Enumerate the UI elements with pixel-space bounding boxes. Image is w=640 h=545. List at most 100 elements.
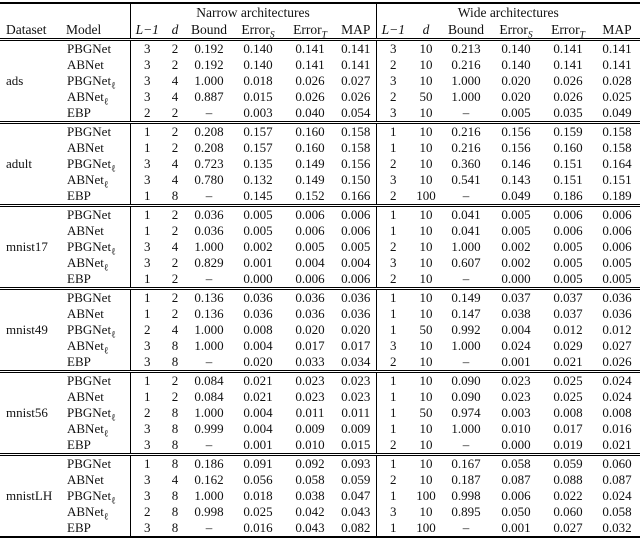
- value-cell: 1.000: [194, 405, 224, 420]
- value-cell: 0.016: [602, 421, 632, 436]
- value-cell: 8: [171, 437, 179, 452]
- value-cell: 10: [419, 472, 433, 487]
- value-cell: 0.780: [194, 172, 224, 187]
- value-cell: 0.158: [602, 124, 632, 139]
- value-cell: 0.036: [602, 306, 632, 321]
- value-cell: 10: [419, 255, 433, 270]
- value-cell: 8: [171, 520, 179, 535]
- value-cell: 0.607: [451, 255, 481, 270]
- table-row: EBP 1 2–0.000 0.006 0.006 2 10–0.000 0.005 0.005: [0, 271, 640, 289]
- value-cell: 0.001: [501, 520, 531, 535]
- column-header-error-t: ErrorT: [551, 22, 585, 40]
- value-cell: 1: [129, 389, 164, 405]
- value-cell: 1.000: [194, 322, 224, 337]
- table-row: ABNetℓ 3 8 1.000 0.004 0.017 0.017 3 10 1.000 0.02…: [0, 338, 640, 354]
- column-header-model: Model: [66, 22, 102, 37]
- dataset-section-mnist49: mnist49 PBGNet 1 2 0.136 0.036 0.036 0.036 1 10 0.…: [0, 288, 640, 372]
- model-label: PBGNet: [67, 456, 112, 471]
- value-cell: 0.136: [194, 306, 224, 321]
- model-label: ABNet: [67, 57, 104, 72]
- value-cell: 0.132: [243, 172, 273, 187]
- value-cell: 0.024: [602, 373, 632, 388]
- value-cell: 0.141: [341, 57, 371, 72]
- column-header-error-s: ErrorS: [499, 22, 533, 40]
- value-cell: 0.049: [602, 105, 632, 120]
- value-cell: 0.002: [501, 239, 531, 254]
- value-cell: 0.166: [341, 188, 371, 203]
- value-cell: 0.090: [451, 389, 481, 404]
- model-label: ABNet: [67, 223, 104, 238]
- dataset-label: mnist49: [6, 322, 48, 337]
- value-cell: 0.017: [295, 338, 325, 353]
- model-subscript: ℓ: [103, 180, 109, 188]
- column-header-dataset: Dataset: [6, 22, 47, 37]
- value-cell: –: [462, 188, 470, 203]
- value-cell: 1: [129, 306, 164, 322]
- value-cell: 0.189: [602, 188, 632, 203]
- value-cell: 0.017: [553, 421, 583, 436]
- value-cell: 0.020: [295, 322, 325, 337]
- value-cell: 0.151: [553, 172, 583, 187]
- value-cell: 0.038: [295, 488, 325, 503]
- value-cell: 0.160: [553, 140, 583, 155]
- table-row: adult PBGNet 1 2 0.208 0.157 0.160 0.158 1 10 0.21…: [0, 122, 640, 171]
- value-cell: 0.360: [451, 156, 481, 171]
- value-cell: 0.021: [243, 373, 273, 388]
- value-cell: 0.162: [194, 472, 224, 487]
- value-cell: 0.005: [602, 255, 632, 270]
- model-label: ABNet: [67, 140, 104, 155]
- table-row: ABNetℓ 2 8 0.998 0.025 0.042 0.043 3 10 0.895 0.05…: [0, 504, 640, 520]
- spacer-cell: [0, 3, 60, 21]
- value-cell: 0.026: [553, 73, 583, 88]
- dataset-section-mnist56: mnist56 PBGNet 1 2 0.084 0.021 0.023 0.023 1 10 0.…: [0, 371, 640, 455]
- table-row: EBP 3 8 – 0.001 0.010 0.015 2 10 – 0.000 0.019 0.021: [0, 437, 640, 455]
- table-row: mnist56 PBGNet 1 2 0.084 0.021 0.023 0.023 1 10 0.…: [0, 371, 640, 420]
- model-label: PBGNet: [67, 373, 112, 388]
- value-cell: 0.164: [602, 156, 632, 171]
- value-cell: 10: [419, 105, 433, 120]
- value-cell: 0.005: [243, 223, 273, 238]
- model-label: EBP: [67, 105, 91, 120]
- value-cell: 0.018: [243, 488, 273, 503]
- value-cell: 0.141: [553, 41, 583, 56]
- model-subscript: ℓ: [103, 97, 109, 105]
- value-cell: 0.027: [602, 338, 632, 353]
- value-cell: 10: [419, 223, 433, 238]
- value-cell: 0.036: [341, 306, 371, 321]
- value-cell: 0.019: [553, 437, 583, 452]
- value-cell: 2: [129, 322, 164, 338]
- value-cell: –: [205, 188, 213, 203]
- value-cell: 0.088: [553, 472, 583, 487]
- value-cell: –: [462, 105, 470, 120]
- value-cell: 0.005: [553, 271, 583, 286]
- model-label: EBP: [67, 271, 91, 286]
- value-cell: 0.005: [602, 271, 632, 286]
- column-header-bound: Bound: [448, 22, 485, 37]
- value-cell: 0.002: [501, 255, 531, 270]
- value-cell: 0.141: [602, 41, 632, 56]
- column-header-map: MAP: [602, 22, 632, 37]
- value-cell: 0.147: [451, 306, 481, 321]
- value-cell: 0.974: [451, 405, 481, 420]
- model-label: PBGNetℓ: [60, 239, 130, 255]
- value-cell: 0.157: [243, 140, 273, 155]
- value-cell: 0.005: [295, 239, 325, 254]
- dataset-label: ads: [6, 73, 24, 88]
- value-cell: –: [205, 437, 213, 452]
- value-cell: 0.020: [501, 73, 531, 88]
- value-cell: 2: [375, 354, 411, 372]
- value-cell: 1.000: [451, 239, 481, 254]
- table-row: ABNet 3 4 0.162 0.056 0.058 0.059 2 10 0.187 0.087…: [0, 472, 640, 488]
- model-label: EBP: [67, 520, 91, 535]
- model-label: ABNetℓ: [60, 338, 130, 354]
- value-cell: 1: [129, 188, 164, 206]
- model-label: ABNetℓ: [60, 255, 130, 271]
- value-cell: 0.208: [194, 140, 224, 155]
- value-cell: 0.006: [341, 271, 371, 286]
- value-cell: 10: [419, 421, 433, 436]
- value-cell: 0.143: [501, 172, 531, 187]
- value-cell: 0.028: [602, 73, 632, 88]
- model-subscript: ℓ: [103, 346, 109, 354]
- value-cell: 0.036: [341, 290, 371, 305]
- value-cell: 0.042: [295, 504, 325, 519]
